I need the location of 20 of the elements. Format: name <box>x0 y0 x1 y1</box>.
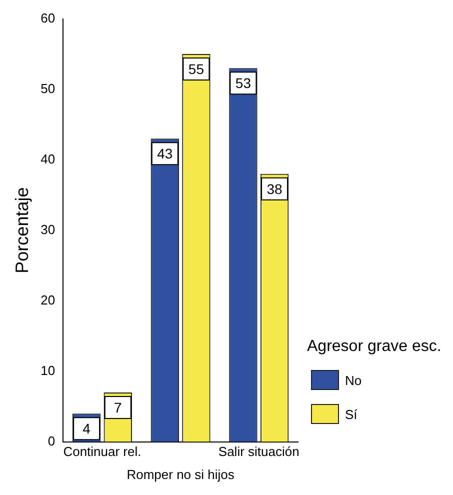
y-tick-label: 50 <box>40 80 56 96</box>
legend-title: Agresor grave esc. <box>307 338 442 356</box>
x-axis-title: Romper no si hijos <box>126 466 235 482</box>
data-label: 53 <box>235 75 252 92</box>
y-tick-label: 20 <box>40 292 56 308</box>
data-label: 4 <box>82 420 91 436</box>
y-axis-title: Porcentaje <box>12 187 32 274</box>
y-tick-label: 60 <box>40 10 56 26</box>
data-label: 55 <box>188 60 204 77</box>
y-tick-label: 40 <box>40 151 56 166</box>
y-tick-label: 30 <box>40 222 56 237</box>
data-label: 43 <box>157 146 173 162</box>
x-tick-label: Salir situación <box>218 444 300 460</box>
data-label: 7 <box>114 399 122 416</box>
data-label: 38 <box>266 180 283 197</box>
legend-label: No <box>345 372 362 388</box>
y-tick-label: 10 <box>40 362 56 378</box>
x-tick-label: Continuar rel. <box>63 444 142 460</box>
y-tick-label: 0 <box>48 433 56 448</box>
legend-label: Sí <box>345 406 358 422</box>
